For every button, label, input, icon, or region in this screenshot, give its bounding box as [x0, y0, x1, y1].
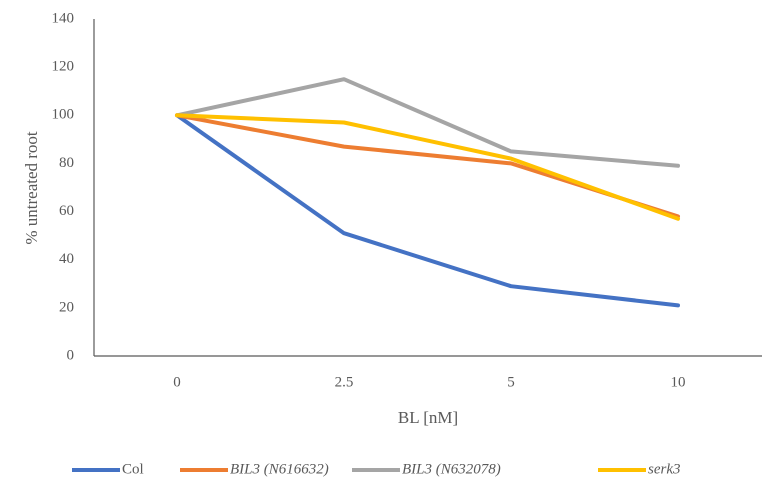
y-tick-label: 40 — [59, 251, 74, 267]
y-tick-label: 60 — [59, 203, 74, 219]
legend-label: BIL3 (N632078) — [402, 461, 501, 477]
series-lines — [175, 77, 680, 308]
series-line-3 — [175, 113, 680, 221]
y-tick-labels: 0 20 40 60 80 100 120 140 — [52, 10, 75, 363]
x-tick-labels: 0 2.5 5 10 — [173, 374, 685, 390]
y-tick-label: 20 — [59, 299, 74, 315]
y-tick-label: 100 — [52, 107, 75, 123]
series-line-1 — [175, 113, 680, 219]
x-tick-label: 0 — [173, 374, 181, 390]
x-tick-label: 5 — [507, 374, 515, 390]
x-tick-label: 2.5 — [335, 374, 354, 390]
x-tick-label: 10 — [671, 374, 686, 390]
legend-label: BIL3 (N616632) — [230, 461, 329, 477]
y-tick-label: 120 — [52, 59, 75, 75]
y-axis-title: % untreated root — [22, 131, 41, 245]
series-line-0 — [175, 113, 680, 308]
legend-label: Col — [122, 461, 144, 477]
y-tick-label: 80 — [59, 155, 74, 171]
y-tick-label: 140 — [52, 10, 75, 26]
series-line-2 — [175, 77, 680, 168]
legend-label: serk3 — [648, 461, 681, 477]
y-tick-label: 0 — [67, 347, 75, 363]
axes — [93, 19, 762, 357]
legend: Col BIL3 (N616632) BIL3 (N632078) serk3 — [72, 461, 681, 477]
x-axis-title: BL [nM] — [398, 408, 458, 427]
